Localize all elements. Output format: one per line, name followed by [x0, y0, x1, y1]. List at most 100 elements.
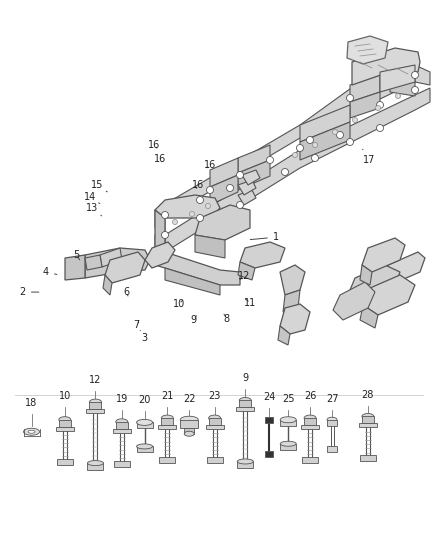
Polygon shape [158, 425, 177, 429]
Ellipse shape [137, 444, 152, 449]
Polygon shape [350, 265, 400, 298]
Polygon shape [240, 242, 285, 268]
Polygon shape [85, 255, 102, 270]
Text: 11: 11 [244, 298, 257, 308]
Text: 16: 16 [148, 140, 160, 150]
Polygon shape [265, 417, 273, 423]
Polygon shape [155, 210, 165, 252]
Circle shape [346, 139, 353, 146]
Polygon shape [238, 262, 255, 280]
Circle shape [312, 142, 318, 148]
Circle shape [237, 201, 244, 208]
Polygon shape [390, 78, 415, 96]
Circle shape [375, 106, 381, 110]
Polygon shape [236, 408, 254, 411]
Text: 4: 4 [43, 267, 57, 277]
Polygon shape [327, 420, 337, 426]
Circle shape [237, 172, 244, 179]
Ellipse shape [24, 428, 39, 435]
Polygon shape [155, 195, 220, 218]
Polygon shape [239, 400, 251, 408]
Polygon shape [301, 425, 319, 429]
Polygon shape [347, 36, 388, 64]
Polygon shape [352, 48, 420, 85]
Polygon shape [155, 235, 165, 252]
Text: 16: 16 [154, 154, 166, 164]
Ellipse shape [137, 419, 152, 425]
Polygon shape [145, 242, 175, 268]
Circle shape [197, 214, 204, 222]
Polygon shape [360, 456, 376, 462]
Circle shape [226, 184, 233, 191]
Text: 23: 23 [208, 391, 221, 401]
Polygon shape [195, 205, 250, 240]
Text: 10: 10 [59, 391, 71, 401]
Ellipse shape [280, 417, 296, 423]
Circle shape [206, 187, 213, 193]
Text: 3: 3 [140, 330, 148, 343]
Polygon shape [86, 409, 105, 413]
Text: 1: 1 [250, 232, 279, 242]
Circle shape [353, 117, 357, 123]
Polygon shape [89, 402, 102, 409]
Circle shape [173, 220, 177, 224]
Polygon shape [333, 282, 375, 320]
Polygon shape [105, 252, 145, 283]
Ellipse shape [239, 398, 251, 403]
Text: 15: 15 [91, 181, 107, 192]
Text: 27: 27 [326, 394, 338, 404]
Polygon shape [360, 265, 372, 285]
Polygon shape [238, 145, 270, 173]
Text: 13: 13 [86, 203, 102, 216]
Text: 9: 9 [191, 315, 197, 325]
Polygon shape [327, 446, 337, 452]
Polygon shape [207, 457, 223, 463]
Text: 8: 8 [224, 314, 230, 324]
Ellipse shape [237, 459, 253, 464]
Polygon shape [362, 416, 374, 424]
Text: 2: 2 [20, 287, 39, 297]
Polygon shape [208, 418, 221, 425]
Text: 12: 12 [238, 271, 251, 281]
Circle shape [377, 125, 384, 132]
Polygon shape [237, 462, 253, 469]
Polygon shape [302, 457, 318, 463]
Polygon shape [359, 424, 377, 427]
Ellipse shape [28, 430, 35, 433]
Polygon shape [184, 428, 194, 434]
Circle shape [336, 132, 343, 139]
Ellipse shape [89, 399, 102, 405]
Circle shape [205, 204, 211, 208]
Ellipse shape [304, 415, 316, 421]
Text: 28: 28 [362, 390, 374, 400]
Circle shape [197, 197, 204, 204]
Polygon shape [300, 105, 350, 142]
Ellipse shape [362, 414, 374, 419]
Polygon shape [265, 451, 273, 457]
Polygon shape [304, 418, 316, 425]
Text: 9: 9 [242, 373, 248, 383]
Polygon shape [380, 65, 415, 92]
Polygon shape [278, 326, 290, 345]
Polygon shape [161, 418, 173, 425]
Polygon shape [238, 190, 256, 205]
Text: 14: 14 [84, 192, 100, 204]
Circle shape [332, 130, 338, 134]
Ellipse shape [184, 431, 194, 436]
Circle shape [266, 157, 273, 164]
Polygon shape [280, 420, 296, 426]
Polygon shape [116, 422, 128, 429]
Polygon shape [57, 459, 73, 465]
Circle shape [162, 212, 169, 219]
Ellipse shape [88, 461, 103, 466]
Polygon shape [155, 248, 240, 285]
Ellipse shape [59, 417, 71, 423]
Text: 12: 12 [89, 375, 102, 385]
Polygon shape [103, 275, 112, 295]
Circle shape [162, 231, 169, 238]
Circle shape [297, 144, 304, 151]
Text: 18: 18 [25, 398, 38, 408]
Ellipse shape [327, 417, 337, 422]
Polygon shape [195, 235, 225, 258]
Text: 10: 10 [173, 299, 185, 309]
